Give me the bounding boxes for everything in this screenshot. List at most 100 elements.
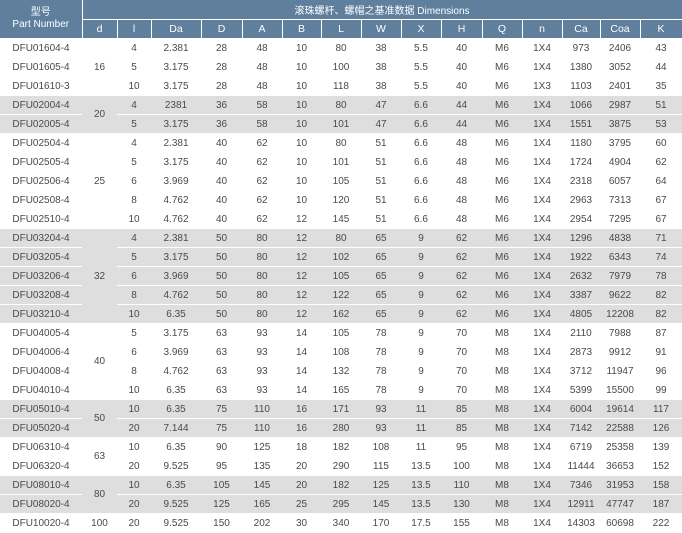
table-row: DFU06310-4 63 10 6.35 90 125 18 182 108 11 95 M8 1X4… bbox=[0, 437, 682, 476]
cell-k: 43 bbox=[640, 38, 682, 58]
cell-q: M6 bbox=[482, 247, 522, 267]
cell-coa: 4838 bbox=[600, 228, 640, 248]
table-row: DFU10020-4 100 20 9.525 150 202 30 340 170 17.5 15… bbox=[0, 513, 682, 533]
col-header-d-outer: D bbox=[201, 19, 243, 39]
cell-n: 1X4 bbox=[522, 247, 562, 267]
cell-b: 16 bbox=[282, 399, 321, 419]
cell-q: M8 bbox=[482, 494, 522, 514]
cell-length: 101 bbox=[321, 152, 361, 172]
col-header-b: B bbox=[282, 19, 322, 39]
cell-w: 125 bbox=[361, 475, 401, 495]
cell-da: 2381 bbox=[151, 95, 201, 115]
cell-da: 6.35 bbox=[151, 304, 201, 324]
cell-length: 105 bbox=[321, 323, 361, 343]
cell-x: 11 bbox=[401, 437, 441, 457]
cell-l: 4 bbox=[117, 228, 151, 248]
cell-d-outer: 90 bbox=[201, 437, 242, 457]
col-header-l: l bbox=[117, 19, 152, 39]
cell-h: 48 bbox=[441, 152, 482, 172]
cell-a: 145 bbox=[242, 475, 282, 495]
cell-l: 4 bbox=[117, 95, 151, 115]
cell-a: 110 bbox=[242, 418, 282, 438]
cell-x: 11 bbox=[401, 399, 441, 419]
cell-d-outer: 105 bbox=[201, 475, 242, 495]
table-body: DFU01604-4 16 4 2.381 28 48 10 80 38 5.5 40 M6 1X4 97… bbox=[0, 38, 682, 533]
cell-d-outer: 28 bbox=[201, 38, 242, 58]
cell-w: 51 bbox=[361, 209, 401, 229]
cell-part-number: DFU04006-4 bbox=[0, 342, 82, 362]
cell-x: 6.6 bbox=[401, 209, 441, 229]
cell-part-number: DFU06310-4 bbox=[0, 437, 82, 457]
cell-w: 65 bbox=[361, 228, 401, 248]
cell-h: 48 bbox=[441, 133, 482, 153]
cell-coa: 2401 bbox=[600, 76, 640, 96]
cell-q: M6 bbox=[482, 95, 522, 115]
cell-l: 8 bbox=[117, 361, 151, 381]
cell-d-outer: 40 bbox=[201, 152, 242, 172]
cell-q: M8 bbox=[482, 437, 522, 457]
cell-w: 51 bbox=[361, 190, 401, 210]
cell-a: 93 bbox=[242, 361, 282, 381]
cell-ca: 2318 bbox=[562, 171, 600, 191]
cell-ca: 1724 bbox=[562, 152, 600, 172]
cell-h: 40 bbox=[441, 38, 482, 58]
cell-x: 6.6 bbox=[401, 190, 441, 210]
cell-x: 5.5 bbox=[401, 57, 441, 77]
cell-q: M6 bbox=[482, 114, 522, 134]
col-header-q: Q bbox=[482, 19, 523, 39]
cell-part-number: DFU03204-4 bbox=[0, 228, 82, 248]
table-row: DFU04006-4 6 3.969 63 93 14 108 78 9 70 M8 1X4 2873 9… bbox=[0, 342, 682, 362]
cell-h: 62 bbox=[441, 247, 482, 267]
cell-length: 280 bbox=[321, 418, 361, 438]
cell-length: 100 bbox=[321, 57, 361, 77]
cell-w: 65 bbox=[361, 247, 401, 267]
cell-k: 62 bbox=[640, 152, 682, 172]
col-header-w: W bbox=[361, 19, 402, 39]
cell-coa: 47747 bbox=[600, 494, 640, 514]
cell-a: 80 bbox=[242, 304, 282, 324]
cell-part-number: DFU01604-4 bbox=[0, 38, 82, 58]
table-row: DFU03206-4 6 3.969 50 80 12 105 65 9 62 M6 1X4 2632 7… bbox=[0, 266, 682, 286]
cell-w: 38 bbox=[361, 38, 401, 58]
cell-length: 132 bbox=[321, 361, 361, 381]
cell-n: 1X4 bbox=[522, 228, 562, 248]
cell-h: 100 bbox=[441, 456, 482, 476]
cell-l: 5 bbox=[117, 114, 151, 134]
cell-ca: 4805 bbox=[562, 304, 600, 324]
cell-n: 1X4 bbox=[522, 513, 562, 533]
cell-n: 1X4 bbox=[522, 95, 562, 115]
col-header-d: d bbox=[82, 19, 118, 39]
cell-n: 1X4 bbox=[522, 266, 562, 286]
table-row: DFU03205-4 5 3.175 50 80 12 102 65 9 62 M6 1X4 1922 6… bbox=[0, 247, 682, 267]
cell-h: 44 bbox=[441, 114, 482, 134]
table-row: DFU01610-3 10 3.175 28 48 10 118 38 5.5 40 M6 1X3 11… bbox=[0, 76, 682, 96]
dimensions-group-header: 滚珠螺杆、螺帽之基准数据 Dimensions bbox=[82, 0, 682, 20]
table-row: DFU03210-4 10 6.35 50 80 12 162 65 9 62 M6 1X4 4805 1… bbox=[0, 304, 682, 324]
cell-w: 38 bbox=[361, 76, 401, 96]
cell-b: 10 bbox=[282, 171, 321, 191]
cell-part-number: DFU08020-4 bbox=[0, 494, 82, 514]
cell-k: 82 bbox=[640, 304, 682, 324]
cell-a: 62 bbox=[242, 133, 282, 153]
cell-x: 6.6 bbox=[401, 95, 441, 115]
cell-b: 12 bbox=[282, 304, 321, 324]
cell-da: 3.175 bbox=[151, 152, 201, 172]
cell-h: 48 bbox=[441, 171, 482, 191]
table-row: DFU01604-4 16 4 2.381 28 48 10 80 38 5.5 40 M6 1X4 97… bbox=[0, 38, 682, 96]
cell-h: 85 bbox=[441, 399, 482, 419]
cell-k: 91 bbox=[640, 342, 682, 362]
cell-k: 67 bbox=[640, 209, 682, 229]
cell-da: 6.35 bbox=[151, 380, 201, 400]
cell-k: 139 bbox=[640, 437, 682, 457]
cell-da: 9.525 bbox=[151, 494, 201, 514]
cell-d-outer: 95 bbox=[201, 456, 242, 476]
cell-q: M8 bbox=[482, 513, 522, 533]
cell-a: 48 bbox=[242, 57, 282, 77]
table-row: DFU06320-4 20 9.525 95 135 20 290 115 13.5 100 M8 1… bbox=[0, 456, 682, 476]
cell-length: 120 bbox=[321, 190, 361, 210]
col-header-a: A bbox=[242, 19, 283, 39]
cell-l: 6 bbox=[117, 266, 151, 286]
cell-a: 93 bbox=[242, 380, 282, 400]
cell-coa: 4904 bbox=[600, 152, 640, 172]
cell-length: 340 bbox=[321, 513, 361, 533]
